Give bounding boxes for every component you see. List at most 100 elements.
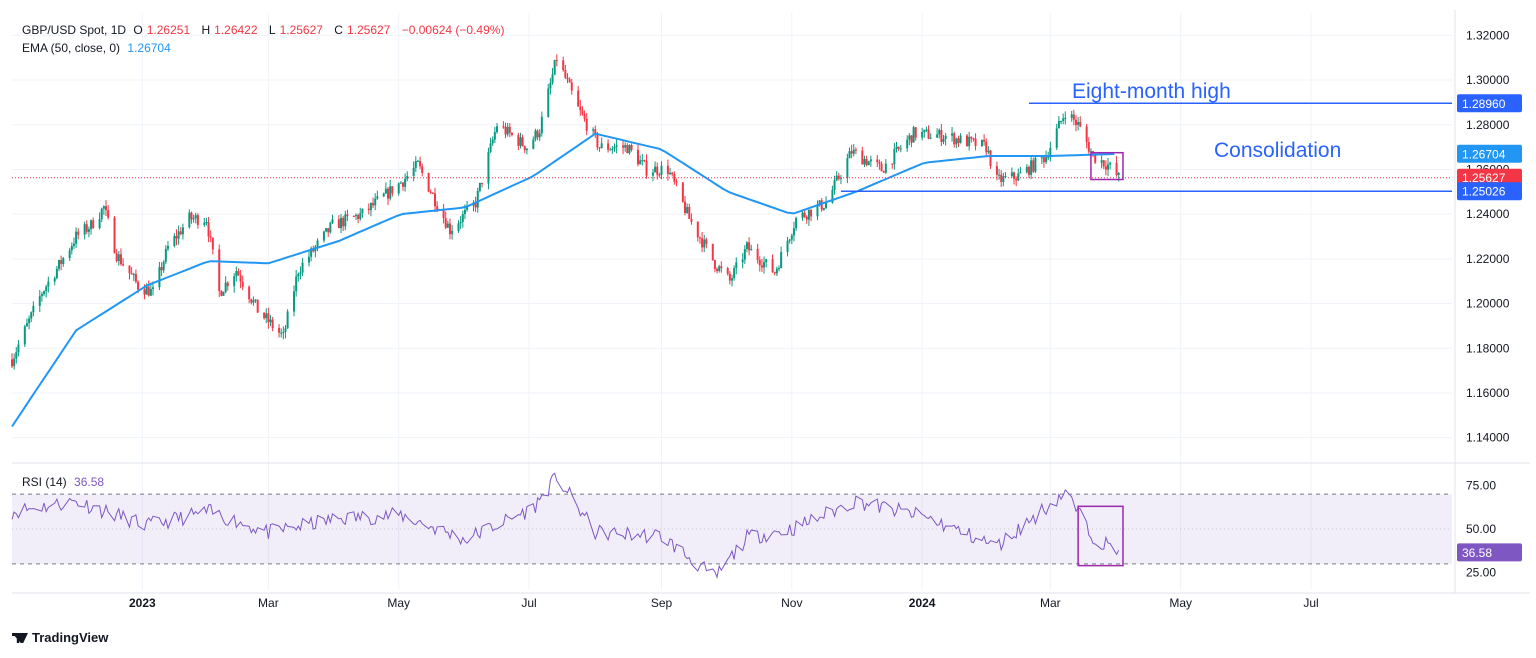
candle-body	[716, 268, 719, 271]
candle-body	[331, 219, 334, 223]
candle-body	[203, 222, 206, 225]
candle-body	[803, 212, 806, 217]
candle-body	[651, 172, 654, 176]
candle-body	[1072, 114, 1075, 120]
candle-body	[927, 129, 930, 139]
horizontal-levels[interactable]	[12, 102, 1452, 192]
low-label: L	[268, 23, 276, 37]
candle-body	[658, 174, 661, 176]
price-tick-label: 1.18000	[1466, 341, 1510, 355]
candle-body	[436, 206, 439, 210]
last-price-tag-text: 1.25627	[1462, 171, 1506, 185]
candle-body	[77, 231, 80, 235]
candle-body	[636, 149, 639, 165]
candle-body	[192, 218, 195, 220]
price-tick-label: 1.32000	[1466, 28, 1510, 42]
candle-body	[90, 220, 93, 230]
candle-body	[463, 209, 466, 214]
candle-body	[564, 70, 567, 78]
candle-body	[376, 196, 379, 199]
time-tick-label: 2024	[909, 596, 936, 610]
candle-body	[765, 259, 768, 263]
candle-body	[367, 208, 370, 211]
candle-body	[985, 141, 988, 153]
candle-body	[936, 134, 939, 138]
candle-body	[100, 208, 103, 220]
candle-body	[592, 129, 595, 131]
candle-body	[833, 180, 836, 190]
candle-body	[1034, 157, 1037, 172]
candle-body	[726, 268, 729, 274]
candle-body	[568, 79, 571, 83]
price-tick-label: 1.14000	[1466, 431, 1510, 445]
candle-body	[780, 252, 783, 269]
candle-body	[750, 248, 753, 251]
candle-body	[98, 219, 101, 229]
candle-body	[374, 198, 377, 206]
tradingview-logo[interactable]: TradingView	[12, 630, 108, 645]
rsi-band	[12, 493, 1452, 565]
candle-body	[671, 172, 674, 175]
candle-body	[55, 268, 58, 279]
candle-body	[209, 236, 212, 238]
candle-body	[62, 258, 65, 265]
candle-body	[626, 145, 629, 154]
time-tick-label: Jul	[1303, 596, 1318, 610]
candle-body	[327, 228, 330, 233]
candle-body	[585, 118, 588, 131]
candle-body	[735, 262, 738, 269]
candle-body	[357, 215, 360, 220]
candle-body	[226, 282, 229, 287]
candle-body	[966, 135, 969, 147]
consolidation-label: Consolidation	[1214, 139, 1341, 162]
high-price-tag	[1457, 94, 1522, 113]
candle-body	[207, 222, 210, 237]
candle-body	[549, 82, 552, 89]
candle-body	[481, 182, 484, 184]
candle-body	[566, 77, 569, 80]
candle-body	[173, 235, 176, 247]
candle-body	[835, 175, 838, 181]
candle-body	[85, 224, 88, 232]
candle-body	[581, 110, 584, 115]
candle-body	[1015, 178, 1018, 181]
time-tick-label: May	[1169, 596, 1192, 610]
candle-body	[474, 202, 477, 208]
candle-body	[1107, 164, 1110, 170]
time-tick-label: May	[387, 596, 410, 610]
candle-body	[675, 181, 678, 183]
grid-lines	[12, 13, 1452, 590]
candle-body	[1064, 117, 1067, 119]
candle-body	[113, 217, 116, 254]
high-price-tag-text: 1.28960	[1462, 97, 1506, 111]
candle-body	[1115, 162, 1118, 176]
candle-body	[673, 174, 676, 182]
candle-body	[431, 192, 434, 194]
candle-body	[683, 201, 686, 214]
candle-body	[624, 145, 627, 148]
candle-body	[369, 203, 372, 211]
candle-body	[1013, 172, 1016, 179]
candle-body	[122, 264, 125, 266]
candle-body	[551, 74, 554, 83]
candle-body	[810, 209, 813, 217]
candle-body	[254, 299, 257, 301]
candle-body	[908, 135, 911, 140]
candle-body	[639, 160, 642, 165]
candle-body	[938, 129, 941, 135]
candle-body	[899, 148, 902, 150]
candle-body	[773, 272, 776, 274]
candle-body	[914, 127, 917, 138]
candle-body	[998, 174, 1001, 176]
candle-body	[412, 167, 415, 177]
candle-body	[790, 235, 793, 240]
candle-body	[686, 207, 689, 214]
candle-body	[340, 217, 343, 229]
candle-body	[1070, 114, 1073, 118]
candle-body	[1087, 142, 1090, 152]
ema-price-tag	[1457, 144, 1522, 163]
candle-body	[654, 166, 657, 173]
rsi-consolidation-box	[1077, 505, 1124, 567]
candle-body	[11, 359, 13, 367]
